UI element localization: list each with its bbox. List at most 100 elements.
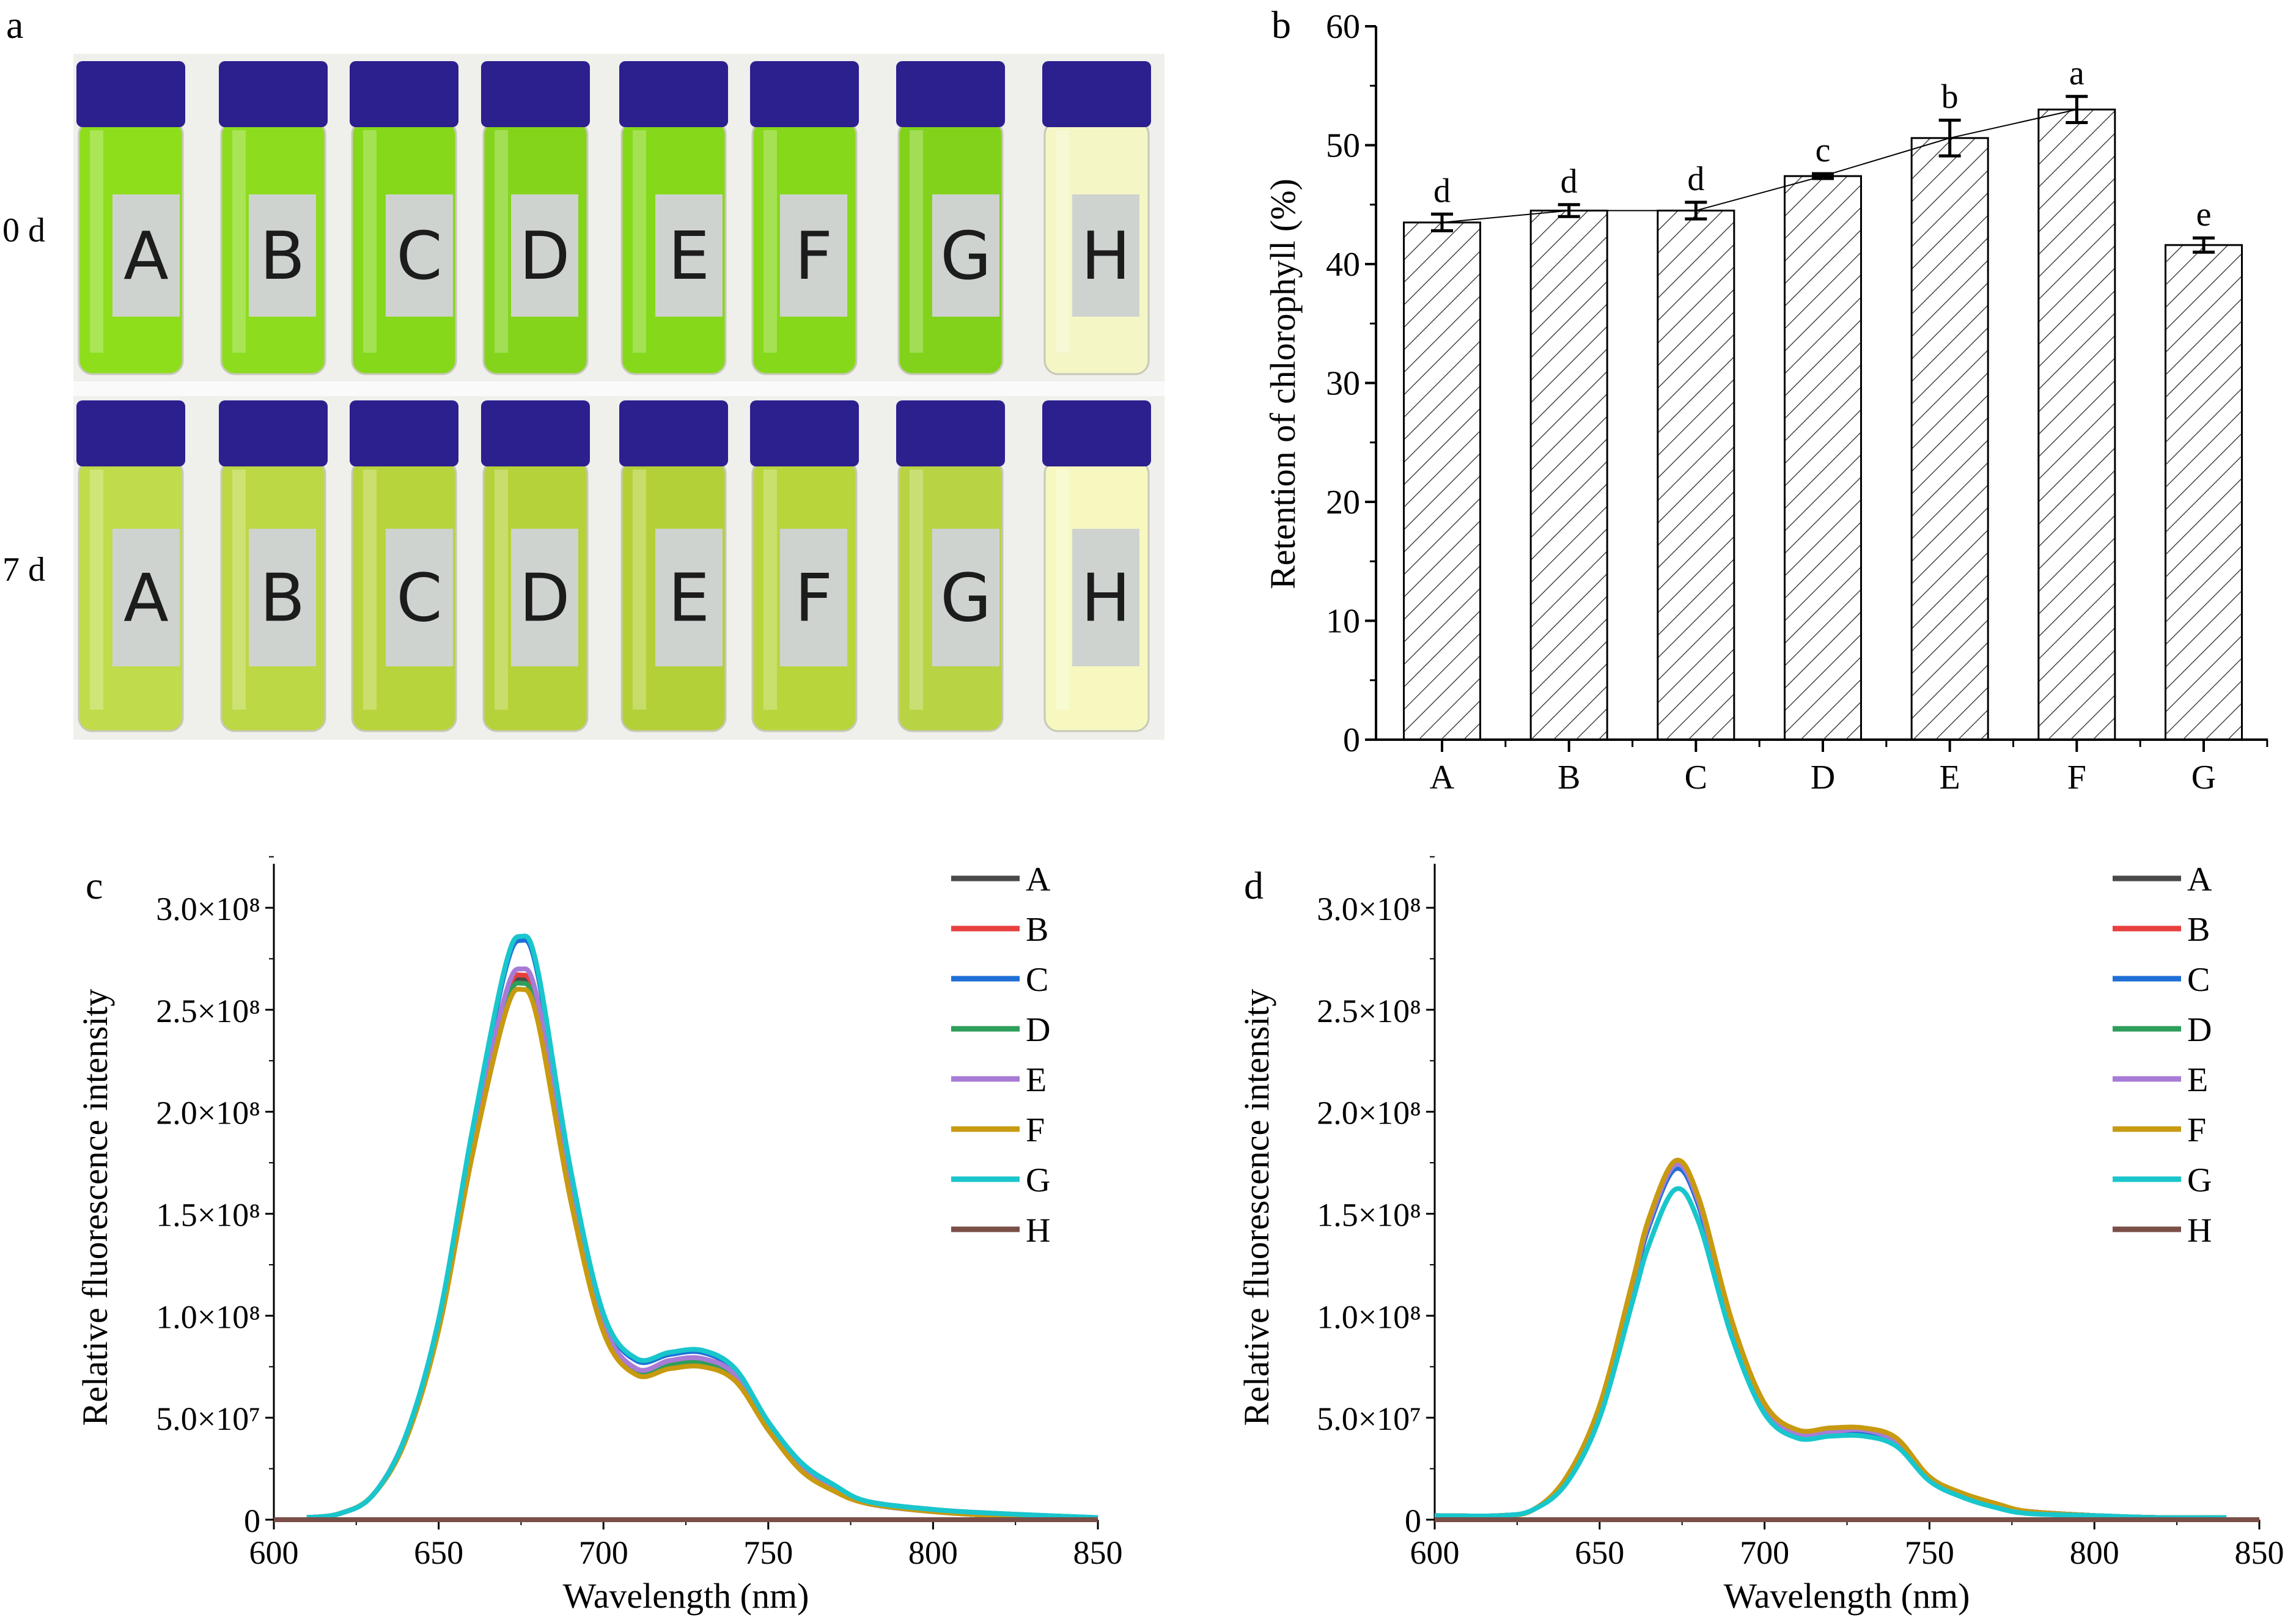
vial-label-text: H xyxy=(1081,218,1130,295)
bar-b xyxy=(1529,209,1608,741)
vial-cap xyxy=(76,400,185,466)
x-tick-label-e: E xyxy=(1940,759,1960,797)
legend-label-a: A xyxy=(1026,861,1051,899)
vial-cap xyxy=(1042,400,1151,466)
legend-label-b: B xyxy=(1026,911,1048,949)
vial-label-paper xyxy=(511,529,578,666)
vial-glare xyxy=(1056,130,1069,353)
vial-e-7d: E xyxy=(619,400,728,732)
vial-d-0d: D xyxy=(481,61,590,375)
vial-label-text: B xyxy=(260,218,305,295)
legend-label-h: H xyxy=(2187,1212,2212,1249)
vial-label-paper xyxy=(1072,194,1139,317)
vial-label-paper xyxy=(511,194,578,317)
panel-c-letter: c xyxy=(86,864,103,907)
vial-glare xyxy=(495,469,508,710)
vial-g-0d: G xyxy=(896,61,1005,375)
series-line-f xyxy=(306,987,1098,1520)
x-tick-label-a: A xyxy=(1430,759,1455,797)
vial-glare xyxy=(763,130,777,353)
y-tick-label: 2.0×10⁸ xyxy=(156,1095,260,1132)
y-tick-label: 1.5×10⁸ xyxy=(156,1197,260,1234)
legend-label-d: D xyxy=(2187,1011,2212,1049)
vial-glare xyxy=(910,130,923,353)
legend-label-g: G xyxy=(2187,1161,2212,1199)
y-tick-label: 2.0×10⁸ xyxy=(1317,1095,1421,1132)
vial-glare xyxy=(495,130,508,353)
series-line-a xyxy=(306,976,1098,1520)
y-tick-label: 0 xyxy=(1343,721,1360,759)
significance-letter-g: e xyxy=(2196,196,2212,234)
y-tick-label: 50 xyxy=(1326,127,1360,165)
y-tick-label: 20 xyxy=(1326,484,1360,521)
y-tick-label: 2.5×10⁸ xyxy=(156,993,260,1029)
vial-label-text: G xyxy=(940,561,992,637)
bar-c xyxy=(1657,209,1735,741)
vial-c-7d: C xyxy=(350,400,458,732)
y-tick-label: 10 xyxy=(1326,603,1360,641)
vial-h-7d: H xyxy=(1042,400,1151,732)
vial-label-paper xyxy=(655,529,723,666)
vial-label-paper xyxy=(249,194,316,317)
vial-glare xyxy=(1056,469,1069,710)
x-tick-label: 850 xyxy=(1073,1534,1123,1571)
vial-cap xyxy=(219,61,328,127)
vial-b-7d: B xyxy=(219,400,328,732)
vial-label-paper xyxy=(112,194,180,317)
vial-cap xyxy=(896,400,1005,466)
bar-e xyxy=(1910,137,1989,741)
x-tick-label: 650 xyxy=(414,1534,463,1571)
vial-label-text: C xyxy=(396,561,442,637)
panel-c-line-chart: c Wavelength (nm) Relative fluorescence … xyxy=(75,856,1123,1616)
series-line-e xyxy=(306,966,1098,1520)
vial-a-7d: A xyxy=(76,400,185,732)
y-tick-label: 3.0×10⁸ xyxy=(156,891,260,927)
vial-label-paper xyxy=(1072,529,1139,666)
vial-glare xyxy=(633,130,646,353)
vial-d-7d: D xyxy=(481,400,590,732)
series-line-g xyxy=(1434,1186,2227,1520)
legend-label-c: C xyxy=(1026,961,1048,999)
y-tick-label: 3.0×10⁸ xyxy=(1317,891,1421,927)
bar-a xyxy=(1403,221,1481,741)
legend-label-a: A xyxy=(2187,861,2212,899)
x-tick-label: 600 xyxy=(249,1534,299,1571)
panel-d-letter: d xyxy=(1244,864,1264,907)
y-tick-label: 2.5×10⁸ xyxy=(1317,993,1421,1029)
panel-d-line-chart: d Wavelength (nm) Relative fluorescence … xyxy=(1237,856,2284,1616)
bar-g xyxy=(2165,244,2243,741)
significance-letter-e: b xyxy=(1941,78,1959,116)
significance-letter-a: d xyxy=(1433,172,1451,210)
vial-a-0d: A xyxy=(76,61,185,375)
series-line-b xyxy=(1434,1161,2227,1520)
vial-label-paper xyxy=(932,194,999,317)
x-tick-label: 800 xyxy=(2070,1534,2119,1571)
vial-glare xyxy=(763,469,777,710)
vial-label-paper xyxy=(932,529,999,666)
legend-label-e: E xyxy=(2187,1061,2208,1099)
vial-label-text: F xyxy=(795,218,833,295)
vial-label-text: H xyxy=(1081,561,1130,637)
panel-c-x-axis-label: Wavelength (nm) xyxy=(563,1576,809,1616)
panel-d-y-axis-label: Relative fluorescence intensity xyxy=(1237,988,1276,1426)
vial-cap xyxy=(481,400,590,466)
vial-cap xyxy=(896,61,1005,127)
row-label-7d: 7 d xyxy=(2,551,45,589)
vial-glare xyxy=(90,469,103,710)
vial-label-text: E xyxy=(668,561,710,637)
trend-line xyxy=(1441,109,2077,223)
bar-d xyxy=(1784,175,1862,741)
vial-e-0d: E xyxy=(619,61,728,375)
vial-cap xyxy=(76,61,185,127)
legend-label-f: F xyxy=(2187,1111,2206,1149)
x-tick-label: 600 xyxy=(1410,1534,1460,1571)
x-tick-label-f: F xyxy=(2067,759,2086,797)
y-tick-label: 30 xyxy=(1326,365,1360,403)
vial-label-text: A xyxy=(123,561,169,637)
y-tick-label: 5.0×10⁷ xyxy=(1317,1400,1421,1437)
y-tick-label: 1.0×10⁸ xyxy=(1317,1298,1421,1335)
panel-c-y-axis-label: Relative fluorescence intensity xyxy=(75,988,115,1426)
panel-a-letter: a xyxy=(6,3,23,46)
vial-f-7d: F xyxy=(750,400,859,732)
x-tick-label: 750 xyxy=(1905,1534,1954,1571)
